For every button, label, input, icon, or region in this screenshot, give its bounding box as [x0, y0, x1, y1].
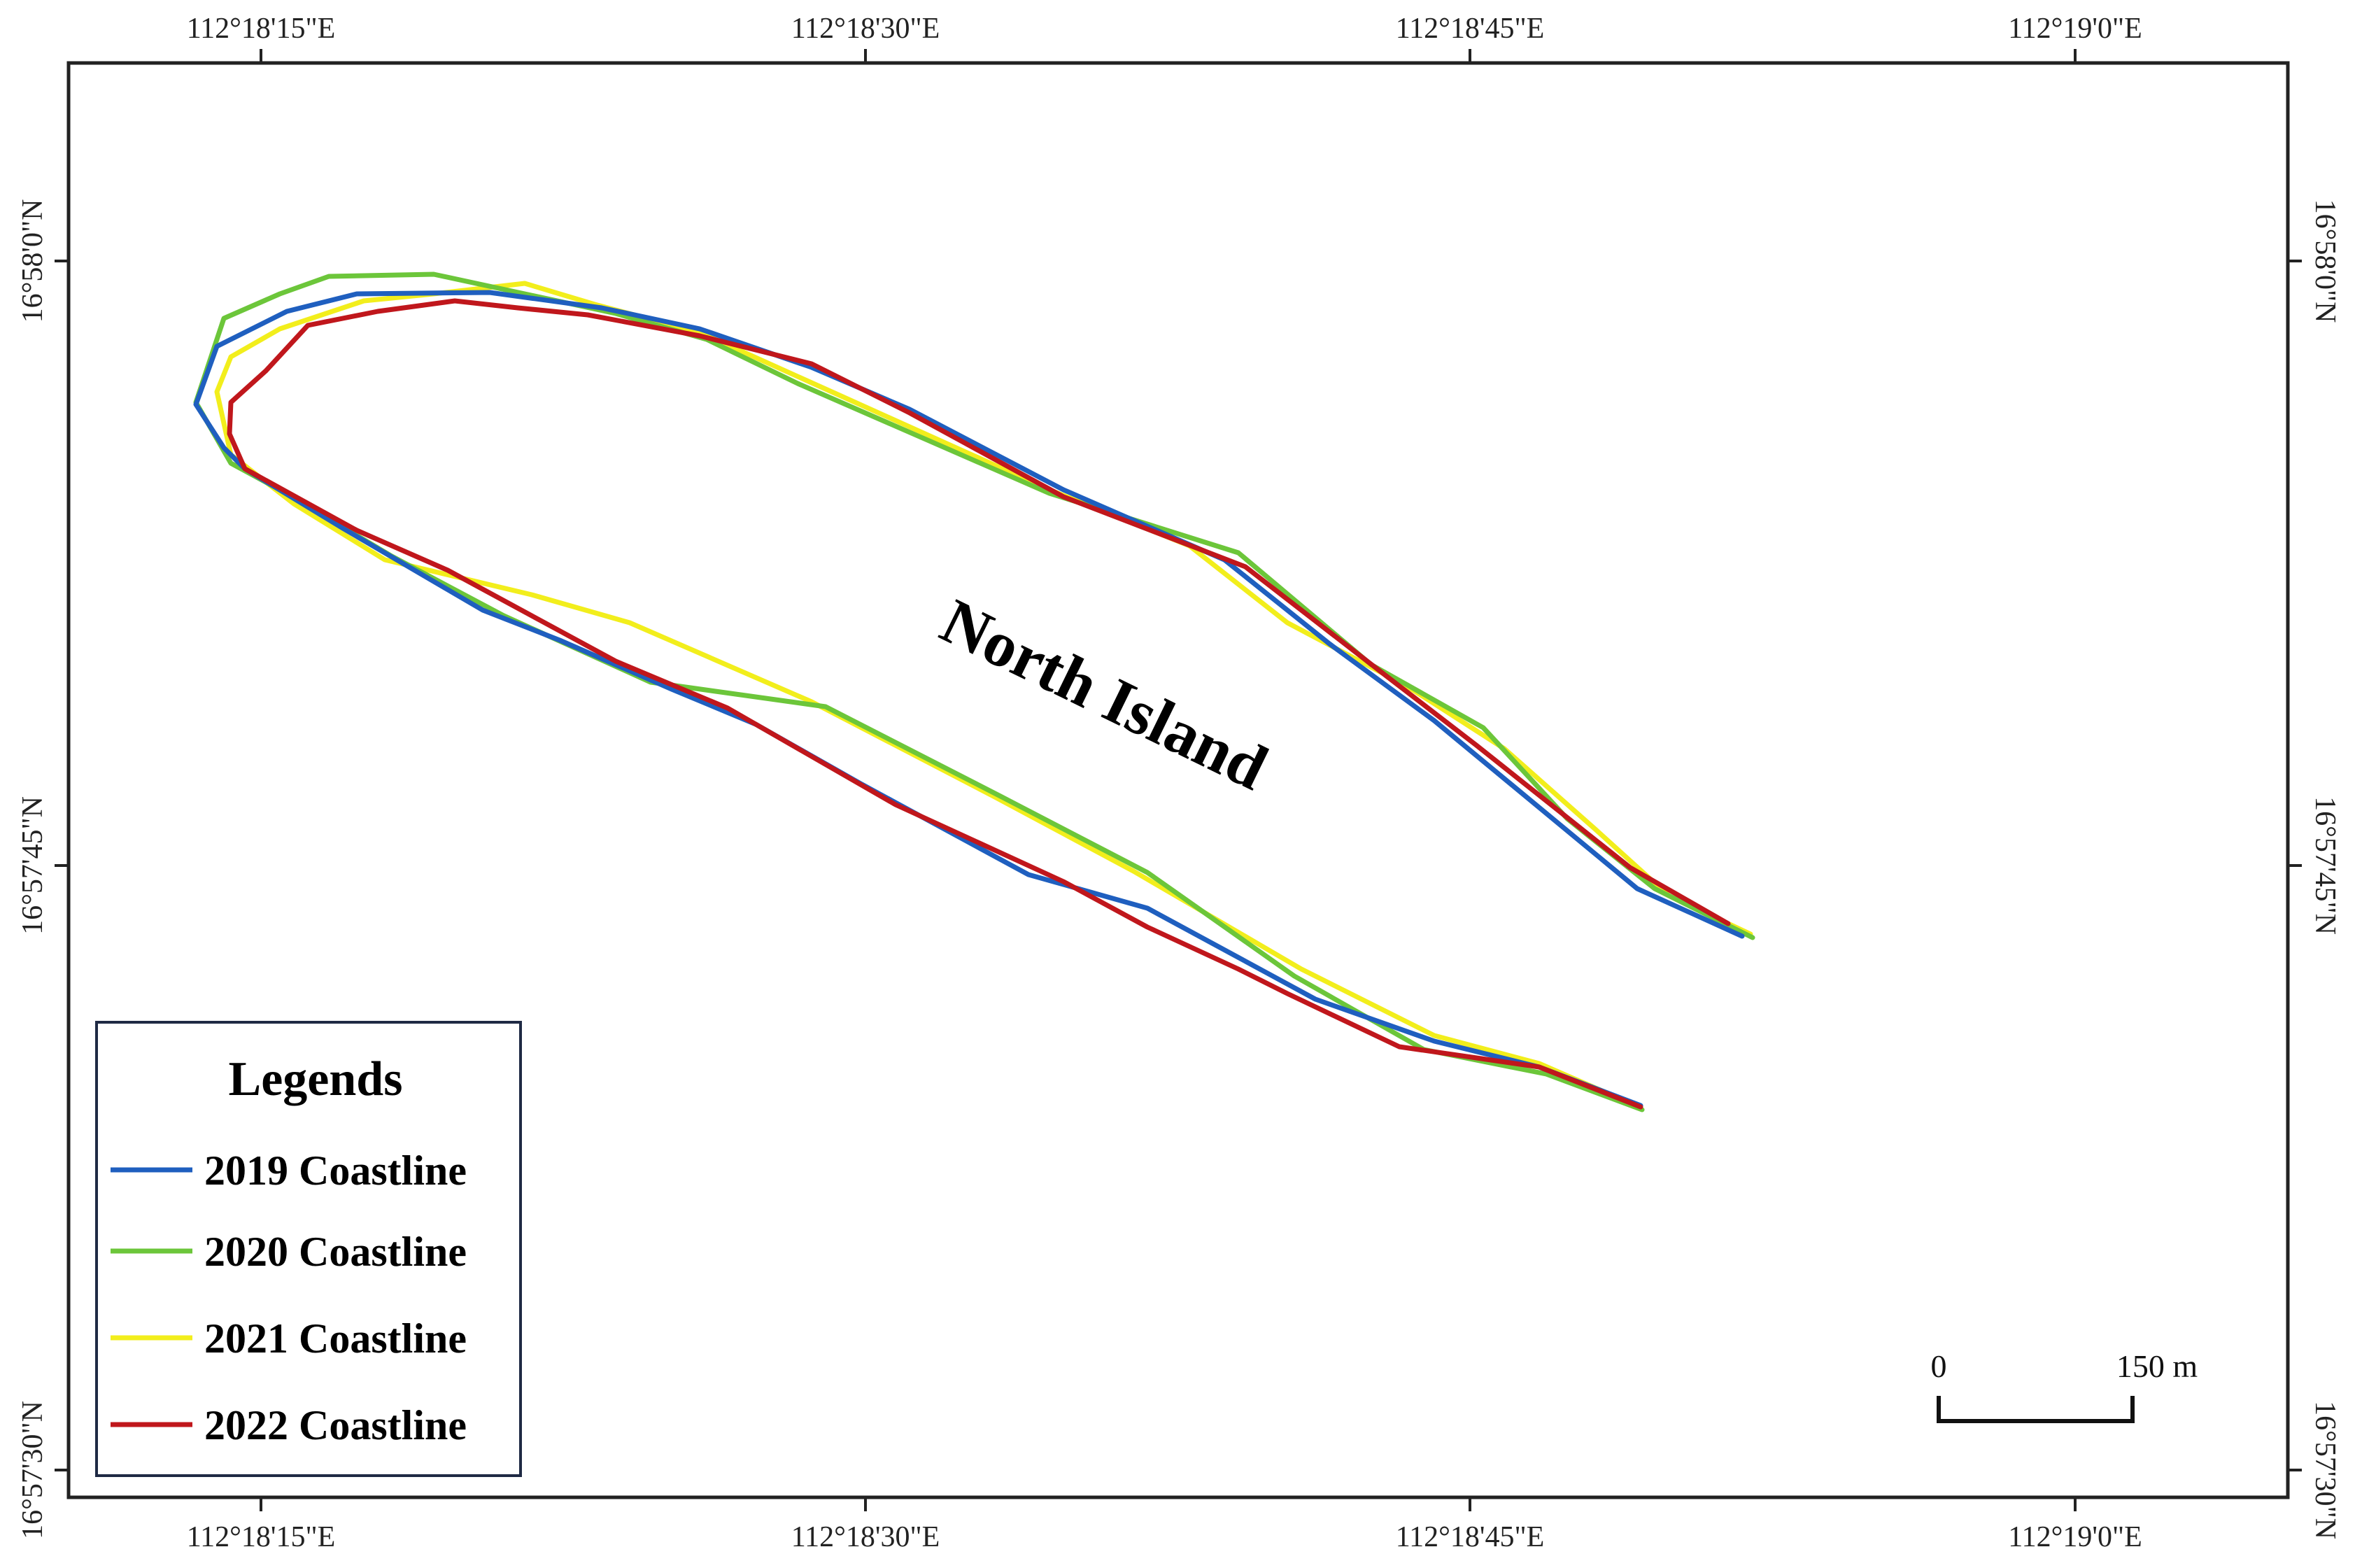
bottom-ticks [260, 1497, 2077, 1511]
right-lat-label: 16°58'0"N [2309, 199, 2341, 323]
scale-bar-line [1937, 1396, 2135, 1423]
coastline-2022 [227, 298, 1731, 1110]
scale-bar: 0 150 m [1931, 1348, 2198, 1423]
bottom-lon-label: 112°18'30"E [791, 1521, 940, 1553]
legend-label-2019: 2019 Coastline [204, 1147, 467, 1194]
left-lat-label: 16°57'45"N [17, 796, 49, 935]
coastline-2020 [193, 271, 1755, 1113]
legend-title: Legends [229, 1052, 403, 1106]
right-lat-label: 16°57'30"N [2309, 1401, 2341, 1539]
top-lon-label: 112°18'30"E [791, 13, 940, 45]
top-lon-label: 112°18'15"E [187, 13, 336, 45]
top-ticks [260, 49, 2077, 63]
left-lat-label: 16°57'30"N [17, 1401, 49, 1539]
legend-label-2020: 2020 Coastline [204, 1229, 467, 1275]
right-lat-label: 16°57'45"N [2309, 796, 2341, 935]
right-ticks [2288, 260, 2302, 1471]
bottom-lon-label: 112°18'45"E [1396, 1521, 1545, 1553]
top-lon-label: 112°19'0"E [2008, 13, 2142, 45]
coastlines [193, 271, 1755, 1113]
scale-start-label: 0 [1931, 1348, 1947, 1384]
legend-label-2022: 2022 Coastline [204, 1402, 467, 1448]
bottom-lon-label: 112°19'0"E [2008, 1521, 2142, 1553]
bottom-lon-label: 112°18'15"E [187, 1521, 336, 1553]
legend: Legends 2019 Coastline 2020 Coastline 20… [95, 1021, 522, 1477]
scale-end-label: 150 m [2116, 1348, 2198, 1384]
top-lon-label: 112°18'45"E [1396, 13, 1545, 45]
legend-label-2021: 2021 Coastline [204, 1315, 467, 1362]
left-ticks [55, 260, 69, 1471]
left-lat-label: 16°58'0"N [17, 199, 49, 323]
